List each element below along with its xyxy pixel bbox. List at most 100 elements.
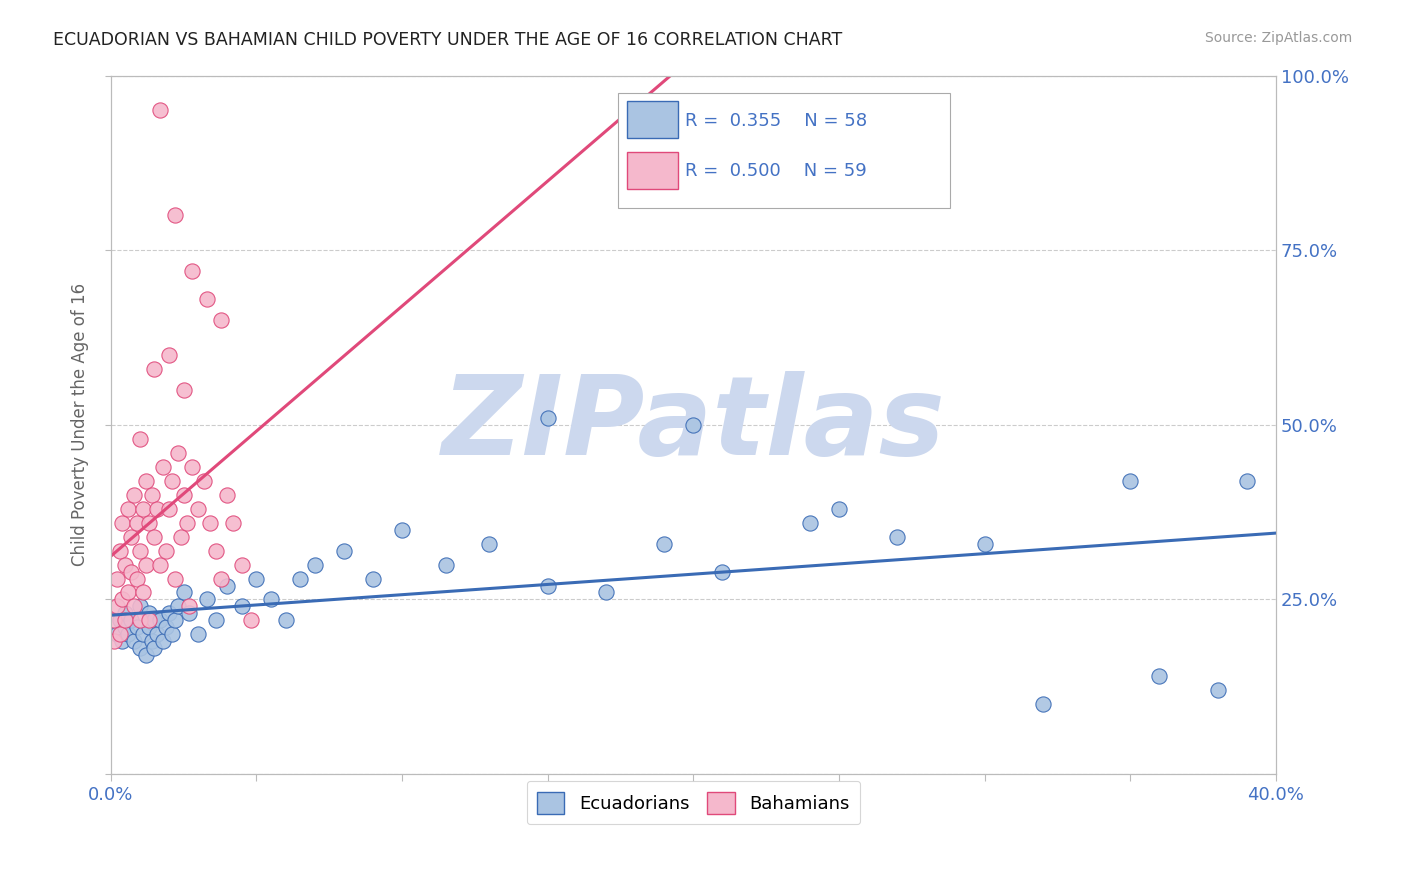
- Point: [179, 599, 201, 614]
- Point: [239, 614, 262, 628]
- Point: [108, 614, 131, 628]
- Point: [138, 607, 160, 621]
- Point: [391, 523, 413, 537]
- Point: [105, 572, 128, 586]
- Point: [152, 634, 174, 648]
- Point: [187, 627, 209, 641]
- Point: [120, 614, 142, 628]
- Point: [111, 516, 134, 530]
- Point: [1032, 698, 1054, 712]
- Point: [157, 501, 180, 516]
- Point: [105, 627, 128, 641]
- FancyBboxPatch shape: [617, 93, 949, 208]
- Point: [129, 599, 152, 614]
- Point: [198, 516, 221, 530]
- Point: [195, 592, 218, 607]
- Point: [108, 627, 131, 641]
- Point: [125, 620, 148, 634]
- Text: R =  0.500    N = 59: R = 0.500 N = 59: [685, 162, 868, 180]
- Point: [173, 585, 195, 599]
- Point: [222, 516, 245, 530]
- Text: Source: ZipAtlas.com: Source: ZipAtlas.com: [1205, 31, 1353, 45]
- Point: [181, 459, 204, 474]
- Point: [103, 614, 125, 628]
- Point: [361, 572, 384, 586]
- Point: [129, 614, 152, 628]
- Point: [170, 530, 193, 544]
- Point: [211, 313, 233, 327]
- Legend: Ecuadorians, Bahamians: Ecuadorians, Bahamians: [526, 780, 860, 824]
- Point: [114, 620, 136, 634]
- Point: [652, 536, 675, 550]
- Point: [1119, 474, 1142, 488]
- Point: [537, 410, 560, 425]
- Point: [122, 599, 145, 614]
- Point: [204, 543, 226, 558]
- Point: [166, 446, 188, 460]
- Point: [166, 599, 188, 614]
- Point: [157, 607, 180, 621]
- Point: [114, 558, 136, 572]
- Point: [125, 572, 148, 586]
- Point: [173, 383, 195, 397]
- Point: [304, 558, 326, 572]
- Point: [181, 264, 204, 278]
- Point: [155, 620, 177, 634]
- Point: [111, 634, 134, 648]
- Point: [135, 558, 157, 572]
- Point: [176, 516, 198, 530]
- Point: [105, 599, 128, 614]
- Point: [129, 543, 152, 558]
- Point: [828, 501, 851, 516]
- Point: [217, 488, 239, 502]
- Point: [682, 417, 704, 432]
- Point: [132, 627, 155, 641]
- Point: [138, 614, 160, 628]
- Point: [132, 585, 155, 599]
- Point: [117, 627, 139, 641]
- Point: [1206, 683, 1229, 698]
- Point: [886, 530, 908, 544]
- Point: [141, 488, 163, 502]
- Point: [103, 634, 125, 648]
- Point: [146, 501, 169, 516]
- Point: [125, 516, 148, 530]
- Point: [138, 620, 160, 634]
- Point: [1236, 474, 1258, 488]
- Point: [163, 572, 186, 586]
- Point: [187, 501, 209, 516]
- Point: [129, 432, 152, 446]
- Point: [155, 543, 177, 558]
- Point: [537, 578, 560, 592]
- Point: [231, 558, 253, 572]
- Point: [141, 634, 163, 648]
- Point: [288, 572, 311, 586]
- Text: ECUADORIAN VS BAHAMIAN CHILD POVERTY UNDER THE AGE OF 16 CORRELATION CHART: ECUADORIAN VS BAHAMIAN CHILD POVERTY UND…: [53, 31, 842, 49]
- Point: [149, 614, 172, 628]
- Point: [217, 578, 239, 592]
- Point: [117, 585, 139, 599]
- Point: [163, 208, 186, 222]
- Point: [204, 614, 226, 628]
- Point: [163, 614, 186, 628]
- FancyBboxPatch shape: [627, 102, 678, 137]
- Point: [179, 607, 201, 621]
- Point: [157, 348, 180, 362]
- Point: [114, 607, 136, 621]
- FancyBboxPatch shape: [627, 153, 678, 189]
- Point: [195, 292, 218, 306]
- Point: [193, 474, 215, 488]
- Point: [231, 599, 253, 614]
- Point: [120, 565, 142, 579]
- Text: ZIPatlas: ZIPatlas: [441, 371, 945, 478]
- Point: [143, 530, 166, 544]
- Point: [434, 558, 457, 572]
- Point: [160, 627, 183, 641]
- Point: [114, 614, 136, 628]
- Point: [122, 488, 145, 502]
- Point: [149, 558, 172, 572]
- Text: R =  0.355    N = 58: R = 0.355 N = 58: [685, 112, 868, 130]
- Point: [143, 641, 166, 656]
- Point: [111, 592, 134, 607]
- Point: [129, 641, 152, 656]
